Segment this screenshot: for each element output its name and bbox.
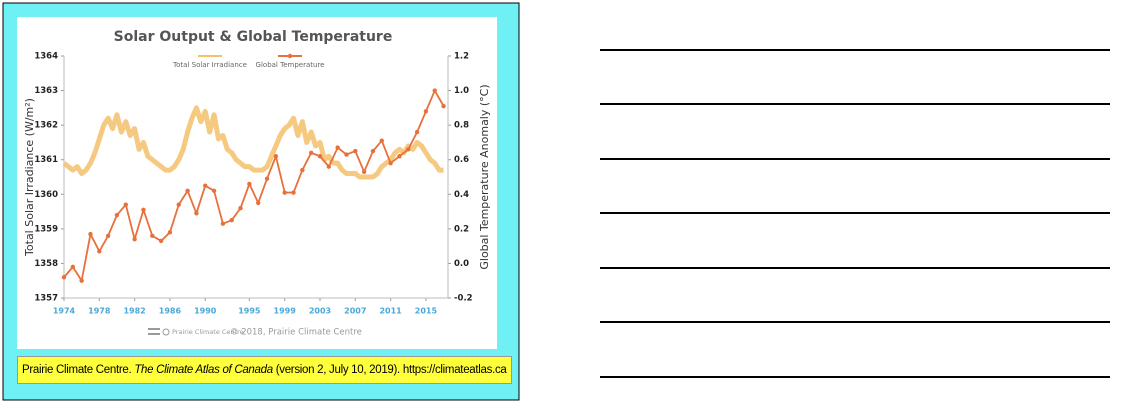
point (406, 147, 411, 152)
y-tick-label: 1359 (34, 224, 58, 234)
y2-tick-label: 0.6 (454, 155, 469, 165)
point (61, 275, 67, 280)
y-axis-label: Total Solar Irradiance (W/m²) (23, 98, 36, 257)
point (379, 138, 384, 143)
point (185, 188, 190, 194)
logo-mark (148, 328, 160, 330)
point (335, 145, 340, 150)
citation-details: (version 2, July 10, 2019). https://clim… (275, 364, 507, 376)
logo (148, 328, 170, 336)
x-tick-label: 1978 (88, 307, 111, 316)
point (150, 233, 155, 238)
x-tick-label: 1995 (238, 307, 261, 316)
point (194, 211, 199, 216)
y-tick-label: 1363 (34, 86, 58, 96)
x-tick-label: 1999 (274, 307, 297, 316)
x-tick-label: 1974 (53, 307, 76, 316)
point (370, 148, 376, 154)
point (247, 181, 252, 187)
citation-author: Prairie Climate Centre. (22, 364, 132, 376)
series-line (62, 105, 444, 180)
point (282, 190, 287, 195)
point (70, 264, 76, 270)
chart-background (17, 17, 497, 349)
point (220, 221, 226, 226)
citation-title: The Climate Atlas of Canada (134, 364, 273, 376)
point (79, 278, 84, 283)
credit: © 2018, Prairie Climate Centre (230, 328, 362, 338)
point (229, 218, 234, 223)
series-line (63, 89, 445, 282)
y2-tick-label: 0.0 (454, 259, 469, 269)
legend-marker (287, 53, 293, 59)
point (114, 212, 120, 218)
y2-tick-label: -0.2 (454, 294, 473, 304)
y2-tick-label: 0.4 (454, 190, 469, 200)
point (88, 231, 93, 237)
point (432, 88, 437, 93)
point (273, 154, 279, 159)
x-tick-label: 2011 (379, 307, 402, 316)
point (97, 249, 102, 254)
point (264, 176, 270, 181)
point (123, 202, 128, 207)
point (291, 190, 296, 195)
point (167, 230, 173, 235)
y-tick-label: 1364 (34, 52, 58, 62)
x-tick-label: 1982 (123, 307, 145, 316)
legend-label: Global Temperature (256, 61, 325, 69)
logo-mark (162, 328, 170, 336)
logo-text: Prairie Climate Centre (172, 328, 244, 336)
point (326, 164, 332, 169)
x-tick-label: 2007 (344, 307, 366, 316)
y-tick-label: 1362 (34, 121, 58, 131)
point (441, 103, 446, 109)
x-tick-label: 2003 (309, 307, 331, 316)
point (308, 150, 314, 155)
point (388, 160, 393, 166)
chart-title: Solar Output & Global Temperature (114, 29, 393, 45)
point (300, 167, 305, 173)
y-tick-label: 1361 (34, 155, 58, 165)
point (132, 237, 137, 242)
point (423, 109, 429, 114)
point (211, 188, 217, 194)
y-tick-label: 1360 (34, 190, 58, 200)
point (105, 233, 111, 238)
x-tick-label: 2015 (415, 307, 438, 316)
point (203, 183, 208, 188)
y2-tick-label: 0.2 (454, 224, 469, 234)
y2-tick-label: 1.0 (454, 86, 469, 96)
y2-tick-label: 0.8 (454, 121, 469, 131)
point (158, 238, 164, 244)
point (176, 202, 181, 207)
point (344, 152, 349, 157)
y2-axis-label: Global Temperature Anomaly (°C) (478, 84, 491, 269)
citation: Prairie Climate Centre. The Climate Atla… (17, 356, 512, 384)
point (353, 148, 358, 154)
point (141, 207, 146, 213)
point (361, 169, 367, 175)
x-tick-label: 1986 (159, 307, 182, 316)
y-tick-label: 1358 (34, 259, 58, 269)
y2-tick-label: 1.2 (454, 52, 469, 62)
point (414, 129, 420, 135)
logo-mark (148, 333, 160, 335)
point (317, 154, 323, 159)
point (238, 205, 243, 211)
point (397, 154, 402, 159)
y-tick-label: 1357 (34, 294, 58, 304)
answer-lines (600, 49, 1110, 378)
point (256, 200, 261, 206)
x-tick-label: 1990 (194, 307, 217, 316)
legend-label: Total Solar Irradiance (172, 61, 247, 69)
